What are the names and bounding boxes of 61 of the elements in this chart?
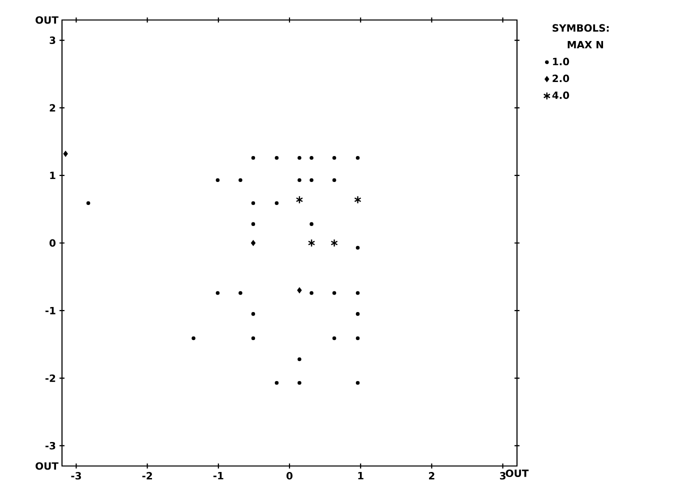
point [238, 178, 242, 182]
point [216, 291, 220, 295]
point [251, 336, 256, 340]
text: MAX N [568, 41, 604, 48]
y-tick-label: 0 [50, 239, 56, 247]
point [354, 196, 362, 204]
point [298, 156, 302, 160]
point [251, 240, 256, 246]
point [332, 178, 336, 182]
point [238, 291, 242, 295]
x-tick-label: 1 [358, 472, 364, 480]
y-tick-label: -2 [45, 374, 56, 382]
legend-label: 1.0 [553, 58, 570, 66]
point [216, 178, 220, 182]
point [192, 336, 196, 340]
point [251, 222, 256, 226]
x-tick-label: 2 [429, 472, 434, 480]
point [332, 291, 336, 295]
x-tick-label: OUT [506, 470, 529, 478]
point [356, 291, 360, 295]
point [251, 201, 256, 206]
y-tick-label: 1 [50, 172, 56, 180]
point [310, 156, 314, 160]
point [86, 201, 90, 206]
x-tick-label: -2 [142, 472, 152, 480]
y-tick-label: OUT [36, 16, 58, 24]
point [63, 151, 68, 157]
y-tick-label: 2 [50, 104, 56, 112]
point [274, 156, 279, 160]
y-tick-label: -3 [45, 442, 56, 450]
point [356, 156, 360, 160]
legend-title: SYMBOLS: [552, 24, 609, 32]
point [274, 201, 279, 206]
x-tick-label: 0 [286, 472, 292, 480]
point [332, 156, 336, 160]
point [356, 312, 360, 316]
x-tick-label: -1 [213, 472, 224, 480]
point [274, 380, 279, 385]
point [330, 238, 338, 248]
point [310, 291, 314, 295]
legend-label: 2.0 [552, 74, 570, 82]
y-tick-label: 3 [50, 36, 56, 44]
point [310, 222, 314, 226]
x-tick-label: 3 [500, 472, 506, 480]
point [251, 312, 256, 316]
point [310, 178, 314, 182]
point [251, 156, 256, 160]
point [356, 380, 360, 385]
point [298, 178, 302, 182]
legend-label: 4.0 [552, 91, 570, 100]
point [332, 336, 336, 340]
point [356, 246, 360, 250]
point [296, 196, 304, 204]
x-tick-label: -3 [71, 472, 81, 480]
point [298, 380, 302, 385]
point [298, 357, 302, 362]
y-tick-label: OUT [36, 462, 58, 470]
y-tick-label: -1 [45, 306, 56, 314]
point [308, 238, 316, 248]
point [297, 288, 302, 294]
point [356, 336, 360, 340]
